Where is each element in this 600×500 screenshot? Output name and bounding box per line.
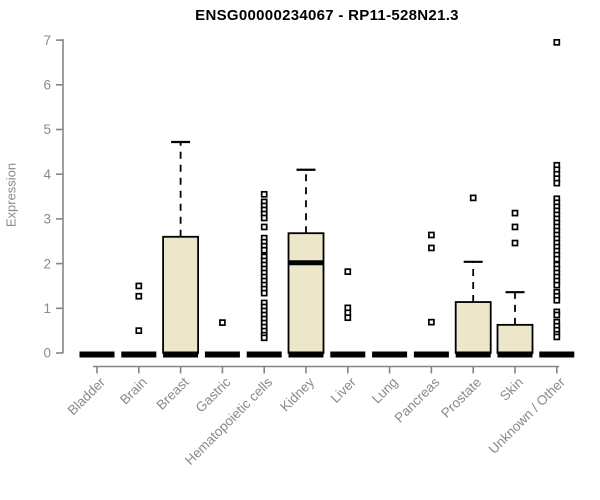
outlier-point bbox=[553, 296, 561, 304]
y-tick-label: 5 bbox=[43, 122, 51, 137]
outlier-point bbox=[135, 292, 143, 300]
x-tick-label-kidney: Kidney bbox=[277, 374, 317, 414]
y-tick-label: 3 bbox=[43, 212, 51, 227]
x-tick-label-lung: Lung bbox=[369, 375, 401, 407]
zero-median-bar bbox=[246, 351, 282, 358]
outlier-point bbox=[553, 38, 561, 46]
zero-median-bar bbox=[455, 351, 491, 358]
outlier-point bbox=[553, 179, 561, 187]
zero-median-bar bbox=[288, 351, 324, 358]
y-tick-label: 4 bbox=[43, 167, 51, 182]
outlier-point bbox=[219, 319, 226, 326]
zero-median-bar bbox=[497, 351, 533, 358]
category-gastric bbox=[204, 319, 240, 358]
box-body bbox=[287, 232, 325, 354]
outlier-point bbox=[260, 246, 268, 254]
x-tick-label-breast: Breast bbox=[154, 374, 192, 412]
outlier-point bbox=[511, 239, 519, 247]
category-hematopoietic-cells bbox=[246, 190, 282, 358]
y-tick-label: 1 bbox=[43, 301, 51, 316]
category-bladder bbox=[79, 351, 115, 358]
box-body bbox=[496, 323, 534, 354]
x-tick-label-gastric: Gastric bbox=[193, 374, 234, 415]
x-tick-label-unknown-other: Unknown / Other bbox=[486, 374, 569, 457]
outlier-point bbox=[260, 214, 268, 222]
outlier-point bbox=[260, 289, 268, 297]
y-tick-label: 0 bbox=[43, 346, 51, 361]
x-tick-label-skin: Skin bbox=[497, 375, 526, 404]
outlier-point bbox=[428, 318, 435, 326]
y-tick-label: 6 bbox=[43, 78, 51, 93]
outlier-point bbox=[553, 333, 561, 341]
category-breast bbox=[162, 140, 200, 358]
y-tick-label: 2 bbox=[43, 256, 51, 271]
box-body bbox=[454, 301, 492, 354]
category-pancreas bbox=[413, 231, 449, 358]
category-skin bbox=[496, 209, 534, 358]
outlier-point bbox=[344, 314, 352, 322]
category-kidney bbox=[287, 168, 325, 358]
y-axis: 0 1 2 3 4 5 6 7 bbox=[43, 33, 64, 361]
x-tick-label-prostate: Prostate bbox=[438, 375, 484, 421]
x-tick-label-pancreas: Pancreas bbox=[392, 374, 443, 425]
outlier-point bbox=[135, 282, 143, 290]
x-tick-label-brain: Brain bbox=[117, 375, 150, 408]
outlier-point bbox=[469, 194, 477, 202]
category-brain bbox=[121, 282, 157, 358]
outlier-point bbox=[428, 244, 435, 252]
zero-median-bar bbox=[204, 351, 240, 358]
box-body bbox=[162, 235, 200, 354]
x-tick-label-bladder: Bladder bbox=[65, 374, 109, 418]
outlier-point bbox=[553, 281, 561, 289]
outlier-point bbox=[135, 327, 143, 334]
zero-median-bar bbox=[372, 351, 408, 358]
category-liver bbox=[330, 268, 366, 358]
outlier-point bbox=[511, 209, 519, 217]
zero-median-bar bbox=[79, 351, 115, 358]
chart-title: ENSG00000234067 - RP11-528N21.3 bbox=[195, 7, 459, 24]
zero-median-bar bbox=[121, 351, 157, 358]
category-lung bbox=[372, 351, 408, 358]
outlier-point bbox=[260, 190, 268, 198]
zero-median-bar bbox=[330, 351, 366, 358]
outlier-point bbox=[428, 231, 435, 239]
zero-median-bar bbox=[163, 351, 199, 358]
zero-median-bar bbox=[413, 351, 449, 358]
category-prostate bbox=[454, 194, 492, 358]
x-tick-label-liver: Liver bbox=[328, 374, 360, 406]
outlier-point bbox=[260, 334, 268, 342]
zero-median-bar bbox=[539, 351, 575, 358]
outlier-point bbox=[511, 223, 519, 231]
outlier-point bbox=[260, 223, 268, 231]
category-unknown-other bbox=[539, 38, 575, 358]
outlier-point bbox=[344, 268, 352, 275]
outlier-point bbox=[553, 311, 561, 319]
outlier-point bbox=[553, 255, 561, 263]
y-tick-label: 7 bbox=[43, 33, 51, 48]
